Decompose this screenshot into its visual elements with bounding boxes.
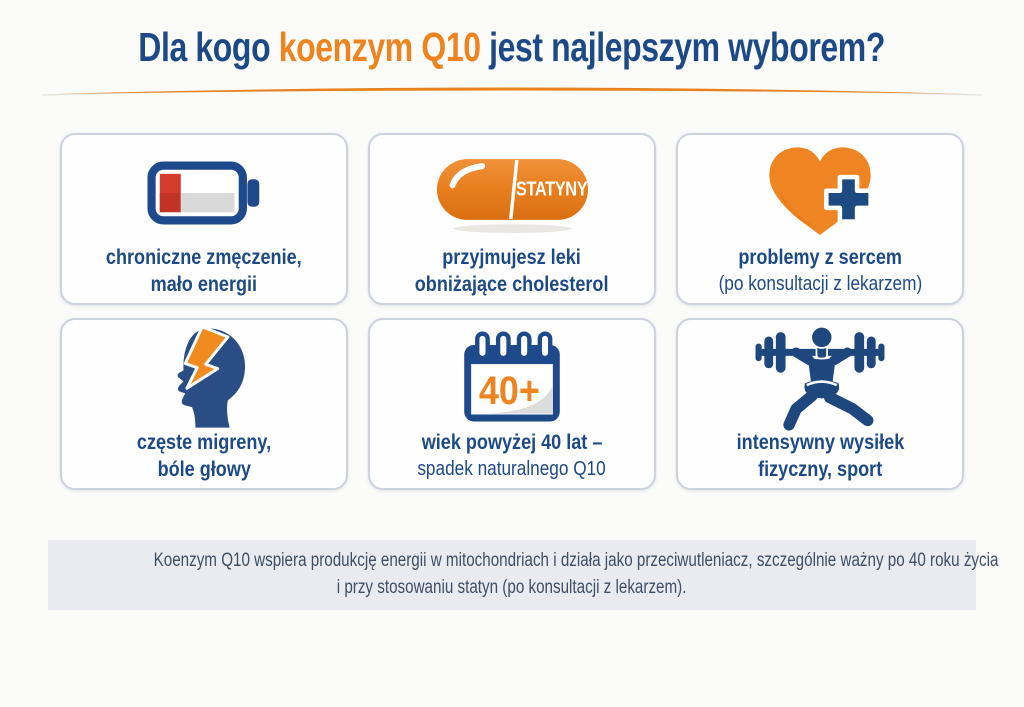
heart-plus-icon bbox=[769, 147, 873, 236]
calendar-40-icon: 40+ bbox=[464, 331, 560, 422]
card-caption: przyjmujesz leki obniżające cholesterol bbox=[399, 245, 624, 299]
title-part2: jest najlepszym wyborem? bbox=[480, 24, 886, 70]
caption-line2: spadek naturalnego Q10 bbox=[417, 458, 607, 481]
caption-line1: przyjmujesz leki bbox=[442, 246, 582, 270]
card-age-40: 40+ wiek powyżej 40 lat – spadek natural… bbox=[368, 318, 656, 491]
caption-line1: częste migreny, bbox=[136, 431, 272, 455]
footer-note: Koenzym Q10 wspiera produkcję energii w … bbox=[48, 540, 998, 611]
card-sport: intensywny wysiłek fizyczny, sport bbox=[676, 318, 964, 491]
header: Dla kogo koenzym Q10 jest najlepszym wyb… bbox=[0, 24, 1024, 97]
icon-box bbox=[751, 326, 889, 431]
icon-box: 40+ bbox=[459, 326, 565, 430]
caption-line2: (po konsultacji z lekarzem) bbox=[718, 273, 922, 296]
caption-line1: wiek powyżej 40 lat – bbox=[421, 431, 603, 455]
card-chronic-fatigue: chroniczne zmęczenie, mało energii bbox=[60, 133, 348, 306]
card-caption: problemy z sercem (po konsultacji z leka… bbox=[702, 245, 939, 297]
icon-box bbox=[752, 141, 888, 245]
caption-line1: chroniczne zmęczenie, bbox=[106, 246, 302, 270]
icon-box bbox=[154, 325, 254, 430]
icon-box: STATYNY bbox=[430, 141, 595, 245]
card-caption: intensywny wysiłek fizyczny, sport bbox=[723, 430, 918, 484]
card-heart-problems: problemy z sercem (po konsultacji z leka… bbox=[676, 133, 964, 306]
caption-line2: mało energii bbox=[150, 273, 258, 297]
migraine-head-icon bbox=[177, 325, 246, 428]
title-highlight: koenzym Q10 bbox=[279, 24, 481, 70]
icon-box bbox=[146, 141, 262, 245]
caption-line2: obniżające cholesterol bbox=[415, 273, 609, 297]
title-underline-swoosh bbox=[42, 87, 982, 96]
statin-pill-icon: STATYNY bbox=[436, 159, 588, 234]
card-statins: STATYNY przyjmujesz leki obniżające chol… bbox=[368, 133, 656, 306]
card-caption: częste migreny, bóle głowy bbox=[126, 430, 282, 484]
caption-line2: fizyczny, sport bbox=[757, 458, 883, 482]
card-caption: chroniczne zmęczenie, mało energii bbox=[90, 245, 318, 299]
title-part1: Dla kogo bbox=[138, 24, 280, 70]
pill-label: STATYNY bbox=[515, 177, 587, 200]
card-caption: wiek powyżej 40 lat – spadek naturalnego… bbox=[402, 430, 621, 482]
benefit-card-grid: chroniczne zmęczenie, mało energii STATY… bbox=[0, 133, 1024, 491]
weightlifter-icon bbox=[755, 326, 885, 431]
caption-line1: intensywny wysiłek bbox=[736, 431, 904, 455]
footer-line2: i przy stosowaniu statyn (po konsultacji… bbox=[337, 576, 687, 598]
footer-line1: Koenzym Q10 wspiera produkcję energii w … bbox=[153, 550, 999, 572]
page-title: Dla kogo koenzym Q10 jest najlepszym wyb… bbox=[0, 24, 1024, 71]
calendar-badge: 40+ bbox=[479, 370, 540, 414]
low-battery-icon bbox=[146, 161, 259, 225]
caption-line1: problemy z sercem bbox=[738, 246, 902, 270]
card-migraines: częste migreny, bóle głowy bbox=[60, 318, 348, 491]
caption-line2: bóle głowy bbox=[157, 458, 251, 482]
